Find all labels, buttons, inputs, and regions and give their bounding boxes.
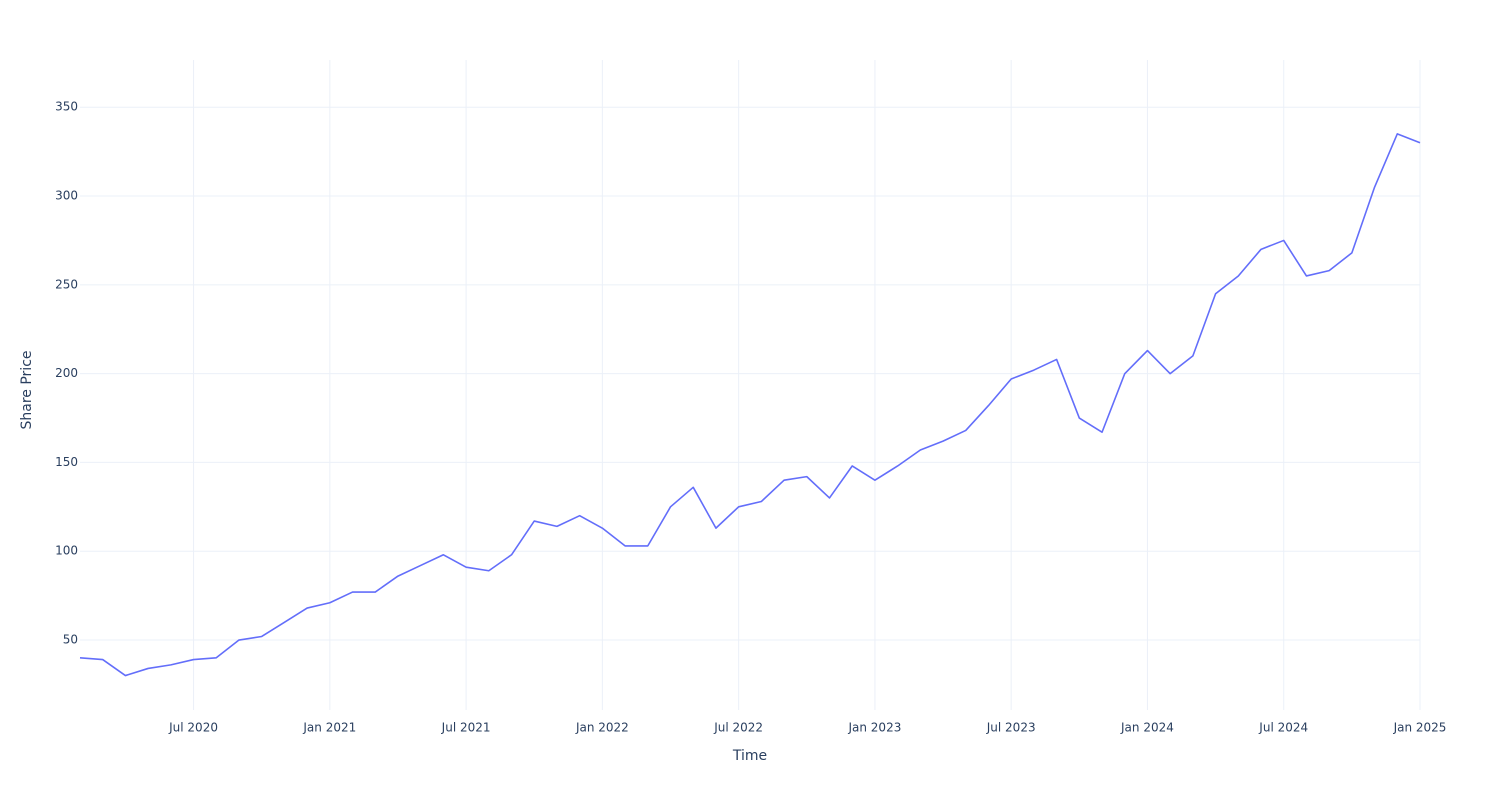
x-tick-label: Jul 2022: [713, 721, 763, 735]
x-tick-label: Jul 2020: [168, 721, 218, 735]
x-tick-label: Jul 2021: [441, 721, 491, 735]
y-tick-label: 150: [55, 455, 78, 469]
x-tick-label: Jan 2025: [1393, 721, 1447, 735]
y-tick-label: 100: [55, 544, 78, 558]
y-tick-label: 250: [55, 277, 78, 291]
x-tick-label: Jan 2021: [302, 721, 356, 735]
y-tick-label: 300: [55, 189, 78, 203]
x-tick-label: Jan 2024: [1120, 721, 1174, 735]
y-tick-label: 50: [63, 633, 78, 647]
x-tick-label: Jul 2023: [986, 721, 1036, 735]
x-axis-title: Time: [732, 748, 767, 764]
x-tick-label: Jan 2023: [847, 721, 901, 735]
y-axis-title: Share Price: [19, 350, 35, 429]
price-line: [79, 133, 1421, 677]
x-tick-label: Jan 2022: [575, 721, 629, 735]
y-tick-label: 350: [55, 100, 78, 114]
x-tick-label: Jul 2024: [1258, 721, 1308, 735]
y-tick-label: 200: [55, 366, 78, 380]
